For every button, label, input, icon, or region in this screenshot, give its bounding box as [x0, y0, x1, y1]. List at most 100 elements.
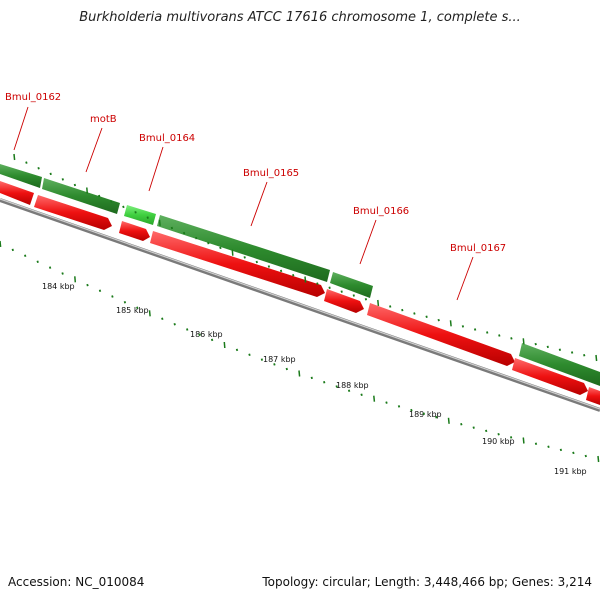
inner-tick — [148, 310, 151, 317]
gene-label-motb[interactable]: motB — [90, 114, 117, 125]
outer-tick — [231, 249, 234, 256]
inner-tick — [86, 283, 89, 287]
inner-tick — [534, 442, 538, 445]
inner-tick — [410, 408, 413, 412]
gene-reverse-4-arrow[interactable] — [150, 231, 325, 297]
inner-tick — [360, 393, 363, 396]
outer-tick — [122, 205, 125, 209]
inner-tick — [397, 405, 401, 408]
gene-bmul-0164-arrow[interactable] — [124, 205, 156, 225]
kbp-label-191: 191 kbp — [554, 467, 587, 476]
outer-tick — [292, 274, 295, 277]
accession-text: Accession: NC_010084 — [8, 575, 145, 589]
outer-tick — [377, 299, 380, 307]
outer-tick — [328, 286, 331, 289]
outer-tick — [522, 338, 525, 345]
inner-tick — [111, 295, 114, 298]
inner-tick — [310, 376, 313, 380]
outer-tick — [219, 246, 222, 250]
gene-reverse-3-arrow[interactable] — [119, 221, 150, 241]
gene-label-bmul-0166[interactable]: Bmul_0166 — [353, 206, 409, 217]
outer-tick — [486, 331, 489, 334]
outer-tick — [195, 236, 198, 240]
outer-tick — [243, 256, 246, 259]
gene-label-bmul-0167[interactable]: Bmul_0167 — [450, 243, 506, 254]
gene-forward-right-arrow[interactable] — [519, 343, 600, 386]
inner-tick — [198, 333, 201, 336]
kbp-label-186: 186 kbp — [190, 330, 223, 339]
inner-tick-marks — [0, 240, 600, 463]
outer-tick — [546, 345, 549, 349]
gene-reverse-1-arrow[interactable] — [0, 181, 34, 205]
outer-tick — [267, 265, 271, 268]
outer-tick — [401, 308, 404, 312]
inner-tick — [335, 385, 338, 388]
gene-bmul-0166-arrow[interactable] — [330, 272, 373, 298]
gene-motb-arrow[interactable] — [42, 178, 120, 214]
inner-tick — [447, 417, 450, 424]
gene-reverse-5-arrow[interactable] — [324, 289, 364, 313]
inner-tick — [323, 381, 326, 384]
outer-tick — [389, 305, 392, 308]
inner-tick — [422, 412, 426, 415]
inner-tick — [24, 254, 27, 258]
inner-tick — [173, 322, 176, 326]
kbp-label-189: 189 kbp — [409, 410, 442, 419]
inner-tick — [260, 358, 264, 361]
outer-tick — [352, 294, 355, 297]
genome-backbone — [0, 198, 600, 412]
inner-tick — [472, 426, 475, 429]
outer-tick — [110, 200, 113, 203]
outer-tick — [86, 187, 89, 194]
gene-bmul-0162-arrow[interactable] — [0, 164, 42, 188]
inner-tick — [74, 276, 77, 283]
inner-tick — [584, 454, 587, 458]
inner-tick — [572, 451, 575, 455]
gene-bmul-0165-arrow[interactable] — [157, 215, 330, 282]
inner-tick — [235, 348, 239, 352]
outer-tick — [279, 269, 283, 273]
inner-tick — [460, 422, 463, 426]
gene-label-bmul-0162[interactable]: Bmul_0162 — [5, 92, 61, 103]
gene-label-bmul-0164[interactable]: Bmul_0164 — [139, 133, 195, 144]
inner-tick — [11, 248, 14, 252]
outer-tick — [255, 260, 258, 264]
gene-reverse-7-arrow[interactable] — [512, 358, 588, 395]
outer-tick — [61, 178, 64, 181]
inner-tick — [98, 289, 102, 293]
outer-tick — [583, 354, 586, 357]
outer-tick — [413, 312, 416, 315]
inner-tick — [373, 395, 376, 402]
outer-tick — [558, 348, 562, 351]
gene-reverse-2-arrow[interactable] — [34, 195, 112, 230]
kbp-label-190: 190 kbp — [482, 437, 515, 446]
inner-tick — [497, 432, 500, 436]
outer-tick — [364, 298, 368, 301]
outer-tick — [316, 282, 319, 285]
inner-tick — [123, 300, 127, 304]
outer-tick — [73, 183, 77, 187]
inner-tick — [210, 338, 214, 342]
outer-tick — [534, 342, 537, 346]
outer-tick — [170, 226, 174, 230]
kbp-label-184: 184 kbp — [42, 282, 75, 291]
inner-tick — [136, 306, 139, 310]
outer-tick — [595, 354, 598, 362]
inner-tick — [186, 328, 189, 331]
gene-label-bmul-0165[interactable]: Bmul_0165 — [243, 168, 299, 179]
gene-reverse-8-arrow[interactable] — [586, 387, 600, 405]
kbp-label-187: 187 kbp — [263, 355, 296, 364]
inner-tick — [509, 436, 513, 439]
outer-tick — [570, 351, 574, 354]
outer-tick — [340, 290, 343, 293]
genome-backbone-highlight — [0, 198, 600, 410]
inner-tick — [347, 389, 351, 392]
gene-reverse-6-arrow[interactable] — [367, 303, 515, 366]
genome-summary-text: Topology: circular; Length: 3,448,466 bp… — [262, 575, 592, 589]
inner-tick — [559, 448, 563, 452]
inner-tick — [48, 266, 52, 269]
outer-tick — [498, 334, 501, 337]
outer-tick — [304, 276, 307, 283]
inner-tick — [547, 445, 550, 449]
